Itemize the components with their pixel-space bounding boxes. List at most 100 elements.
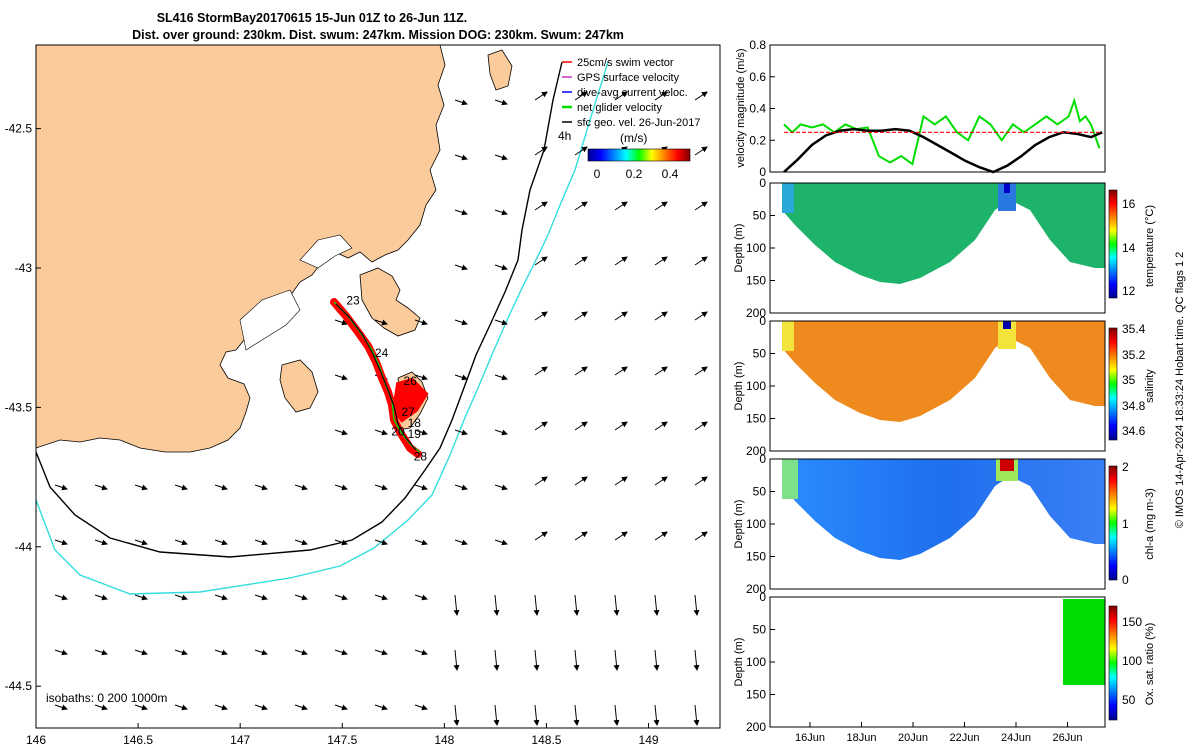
velocity-arrow <box>174 539 188 546</box>
chla-panel: 2 1 0 chl-a (mg m-3) <box>770 459 1156 589</box>
velocity-arrow <box>94 539 108 546</box>
velocity-arrow <box>534 201 548 211</box>
oxygen-cbar-tick: 150 <box>1122 615 1142 629</box>
day-label: 19 <box>408 427 422 441</box>
day-label: 24 <box>375 346 389 360</box>
colorbar-map-tick: 0.4 <box>662 167 679 181</box>
velocity-arrow <box>174 649 188 656</box>
velocity-arrow <box>573 594 580 616</box>
velocity-arrow <box>454 429 468 436</box>
velocity-arrow <box>494 99 508 106</box>
map-xtick-label: 148.5 <box>531 733 561 747</box>
velocity-arrow <box>694 146 708 156</box>
velocity-arrow <box>494 319 508 326</box>
velocity-arrow <box>613 649 620 671</box>
date-tick-label: 18Jun <box>847 732 877 744</box>
velocity-arrow <box>214 704 228 711</box>
velocity-arrow <box>654 201 668 211</box>
temperature-field <box>782 183 1105 284</box>
velocity-arrow <box>294 594 308 601</box>
salinity-ytick-label: 150 <box>746 412 766 426</box>
velocity-arrow <box>94 704 108 711</box>
velocity-arrow <box>653 649 660 671</box>
chla-cbar-tick: 0 <box>1122 573 1129 587</box>
velocity-lines <box>783 97 1103 174</box>
date-tick-label: 16Jun <box>795 732 825 744</box>
land-bruny <box>279 359 319 413</box>
map-xtick-label: 148 <box>434 733 454 747</box>
chla-cbar-tick: 2 <box>1122 460 1129 474</box>
legend-gps: GPS surface velocity <box>577 72 680 84</box>
velocity-ylabel: velocity magnitude (m/s) <box>735 48 747 167</box>
velocity-arrow <box>574 201 588 211</box>
title-line2: Dist. over ground: 230km. Dist. swum: 24… <box>132 28 624 42</box>
day-label: 28 <box>414 449 428 463</box>
velocity-arrow <box>613 594 620 616</box>
velocity-arrow <box>334 374 348 381</box>
velocity-arrow <box>534 366 548 376</box>
oxygen-cbar-tick: 100 <box>1122 654 1142 668</box>
velocity-arrow <box>414 429 428 436</box>
velocity-arrow <box>454 154 468 161</box>
velocity-arrow <box>214 539 228 546</box>
oxygen-ytick-label: 200 <box>746 720 766 734</box>
isobath-200m <box>36 61 563 558</box>
velocity-arrow <box>614 256 628 266</box>
velocity-arrow <box>493 704 500 726</box>
velocity-arrow <box>574 476 588 486</box>
velocity-arrow <box>334 539 348 546</box>
velocity-arrow <box>494 154 508 161</box>
velocity-arrow <box>294 649 308 656</box>
water-inlet <box>239 289 301 351</box>
velocity-arrow <box>694 201 708 211</box>
velocity-arrow <box>494 429 508 436</box>
oxygen-ytick-label: 50 <box>753 623 767 637</box>
salinity-cbar-tick: 34.6 <box>1122 424 1146 438</box>
velocity-arrow <box>454 539 468 546</box>
velocity-arrow <box>454 484 468 491</box>
velocity-arrow <box>694 311 708 321</box>
map-ytick-label: -42.5 <box>5 122 33 136</box>
velocity-arrow <box>574 91 588 101</box>
salinity-surface-min <box>1003 321 1011 329</box>
velocity-arrow <box>614 476 628 486</box>
date-tick-label: 20Jun <box>898 732 928 744</box>
velocity-arrow <box>494 209 508 216</box>
velocity-arrow <box>694 421 708 431</box>
velocity-arrow <box>533 594 540 616</box>
chla-surface-max <box>1000 459 1014 471</box>
temperature-cbar-tick: 14 <box>1122 241 1136 255</box>
velocity-ytick-label: 0.6 <box>749 70 766 84</box>
temperature-surface-min <box>1004 183 1010 193</box>
legend-net: net glider velocity <box>577 102 662 114</box>
velocity-arrow <box>494 539 508 546</box>
temperature-surface-cool <box>782 183 794 213</box>
section-panels: 16 14 12 temperature (°C) 35.4 35.2 35 3… <box>733 176 1156 744</box>
oxygen-ytick-label: 150 <box>746 688 766 702</box>
velocity-arrow <box>414 484 428 491</box>
salinity-ylabel: Depth (m) <box>733 362 745 411</box>
salinity-ytick-label: 0 <box>759 314 766 328</box>
velocity-arrow <box>294 704 308 711</box>
velocity-arrow <box>254 539 268 546</box>
velocity-arrow <box>214 649 228 656</box>
velocity-arrow <box>254 704 268 711</box>
velocity-arrow <box>374 539 388 546</box>
velocity-arrow <box>94 649 108 656</box>
velocity-ticks: 0 0.2 0.4 0.6 0.8 <box>749 38 775 179</box>
velocity-arrow <box>414 594 428 601</box>
velocity-arrow <box>574 256 588 266</box>
velocity-arrow <box>453 594 460 616</box>
chla-ytick-label: 100 <box>746 517 766 531</box>
velocity-arrow <box>533 649 540 671</box>
velocity-frame <box>769 44 1106 173</box>
velocity-arrow <box>214 484 228 491</box>
velocity-arrow <box>254 484 268 491</box>
velocity-arrow <box>54 704 68 711</box>
temperature-ytick-label: 150 <box>746 274 766 288</box>
oxygen-ylabel: Depth (m) <box>733 638 745 687</box>
velocity-arrow <box>694 256 708 266</box>
salinity-field <box>782 321 1105 422</box>
oxygen-cbar-label: Ox. sat. ratio (%) <box>1144 623 1156 706</box>
